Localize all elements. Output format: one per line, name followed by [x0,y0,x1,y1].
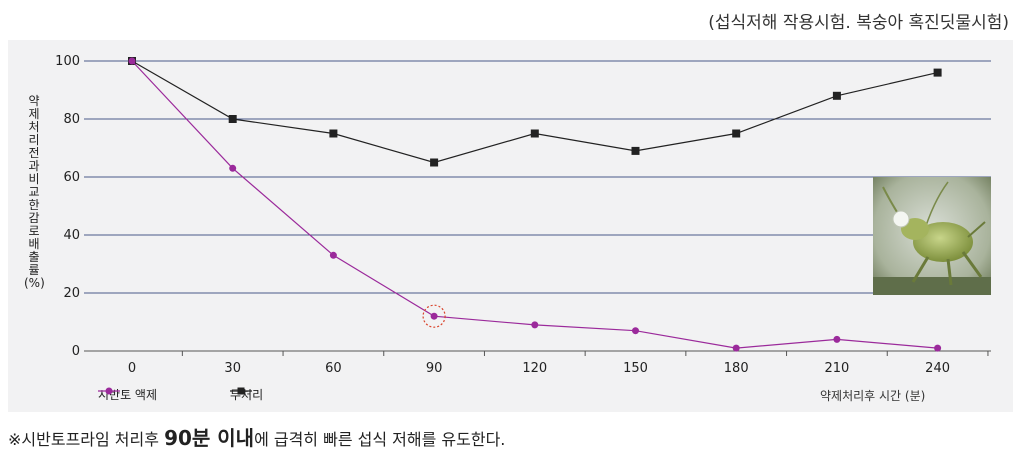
chart-area: 100 80 60 40 20 0 0 30 60 90 120 150 180 210 240 약제 처리… [8,40,1013,412]
aphid-illustration-icon [873,177,991,295]
data-point-treated [934,344,942,352]
x-tick-label: 180 [724,361,749,376]
data-point-treated [128,57,136,65]
y-tick-label: 80 [63,112,80,127]
series-line-treated [131,60,938,349]
line-chart: 100 80 60 40 20 0 0 30 60 90 120 150 180 210 240 [55,54,991,376]
legend-item-control: 무처리 [230,386,263,403]
x-tick-label: 240 [925,361,950,376]
footnote: ※시반토프라임 처리후 90분 이내에 급격히 빠른 섭식 저해를 유도한다. [8,422,505,451]
data-point-treated [329,251,337,259]
footnote-suffix: 에 급격히 빠른 섭식 저해를 유도한다. [254,430,506,449]
x-tick-label: 120 [522,361,547,376]
data-point-treated [531,321,539,329]
data-point-control [732,129,741,138]
data-point-treated [632,327,639,335]
x-tick-label: 30 [224,361,241,376]
x-tick-label: 60 [325,361,342,376]
x-tick-label: 210 [824,361,849,376]
x-tick-label: 90 [426,361,443,376]
data-point-control [430,158,439,167]
data-point-control [530,129,539,138]
x-tick-label: 150 [623,361,648,376]
y-tick-label: 60 [63,170,80,185]
highlight-circle [422,304,446,328]
x-axis-label: 약제처리후 시간 (분) [820,389,926,403]
data-point-treated [833,335,841,343]
footnote-prefix: ※시반토프라임 처리후 [8,430,165,449]
data-point-control [631,146,640,155]
chart-subtitle: (섭식저해 작용시험. 복숭아 혹진딧물시험) [708,13,1009,33]
data-point-control [329,129,338,138]
legend-square-marker-icon [230,387,252,395]
legend-circle-marker-icon [98,387,120,395]
footnote-emphasis: 90분 이내 [164,426,255,450]
data-point-control [832,91,841,100]
data-point-treated [430,312,438,320]
data-point-control [933,68,942,77]
series-line-control [131,60,938,164]
aphid-photo [873,177,991,295]
legend-item-treated: 시반토 액제 [98,386,157,403]
data-point-control [228,115,237,123]
y-tick-label: 0 [72,344,80,359]
y-axis-label: 약제 처리전과 비교한 감로배출률 (%) [24,94,45,290]
y-tick-label: 20 [63,286,80,301]
y-tick-label: 100 [55,54,80,69]
data-point-treated [732,344,740,352]
data-point-treated [229,164,237,172]
x-tick-label: 0 [128,361,136,376]
y-tick-label: 40 [63,228,80,243]
